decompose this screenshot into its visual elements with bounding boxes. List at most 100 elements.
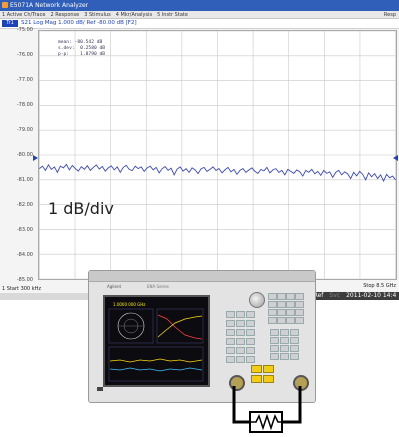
instrument-key[interactable] [270, 353, 279, 360]
instrument-key[interactable] [246, 329, 255, 336]
instrument-key[interactable] [280, 345, 289, 352]
instrument-key[interactable] [236, 338, 245, 345]
instrument-key[interactable] [268, 293, 277, 300]
instrument-key[interactable] [268, 317, 277, 324]
instrument-key[interactable] [280, 337, 289, 344]
menu-item-stimulus[interactable]: 3 Stimulus [84, 12, 111, 18]
y-tick-label: -80.00 [16, 152, 33, 158]
instrument-key[interactable] [246, 347, 255, 354]
menu-item-instr-state[interactable]: 5 Instr State [157, 12, 188, 18]
instrument-key[interactable] [270, 345, 279, 352]
instrument-key[interactable] [295, 293, 304, 300]
instrument-key[interactable] [268, 301, 277, 308]
y-tick-label: -81.00 [16, 177, 33, 183]
y-tick-label: -84.00 [16, 252, 33, 258]
trace-line-s21 [39, 163, 396, 183]
instrument-top-panel [89, 271, 315, 282]
instrument-display: 1.0000 000 GHz [103, 295, 210, 387]
instrument-key[interactable] [277, 293, 286, 300]
y-tick-label: -79.00 [16, 127, 33, 133]
instrument-key[interactable] [280, 353, 289, 360]
instrument-key[interactable] [286, 309, 295, 316]
menu-item-mkr-analysis[interactable]: 4 Mkr/Analysis [115, 12, 153, 18]
cable-port-2 [282, 386, 302, 424]
instrument-display-graphics [108, 308, 204, 382]
reference-level-marker [33, 155, 38, 161]
instrument-key[interactable] [236, 311, 245, 318]
cable-port-1 [232, 386, 250, 424]
trace-tag[interactable]: Tr1 [2, 20, 18, 27]
reference-level-marker-right [393, 155, 398, 161]
rotary-knob[interactable] [249, 292, 265, 308]
menu-item-resp[interactable]: Resp [383, 12, 396, 18]
instrument-brand: Agilent [107, 284, 122, 289]
instrument-key[interactable] [277, 301, 286, 308]
window-title: E5071A Network Analyzer [10, 2, 89, 9]
instrument-key[interactable] [280, 329, 289, 336]
instrument-key[interactable] [286, 293, 295, 300]
instrument-key[interactable] [236, 329, 245, 336]
y-axis-labels: -75.00 -76.00 -77.00 -78.00 -79.00 -80.00 -81.… [0, 27, 36, 283]
window-title-bar: E5071A Network Analyzer [0, 0, 399, 11]
stat-sdev: s.dev: 0.2580 dB [58, 46, 106, 51]
instrument-key[interactable] [290, 353, 299, 360]
instrument-key[interactable] [226, 347, 235, 354]
instrument-key[interactable] [290, 337, 299, 344]
marker-statistics: mean: -80.542 dB s.dev: 0.2580 dB p-p: 1… [58, 40, 105, 58]
y-tick-label: -85.00 [16, 277, 33, 283]
instrument-key[interactable] [226, 329, 235, 336]
y-tick-label: -78.00 [16, 102, 33, 108]
app-icon [2, 2, 8, 8]
power-button[interactable] [97, 387, 103, 391]
instrument-key[interactable] [246, 338, 255, 345]
instrument-model: ENA Series [147, 284, 169, 289]
scale-annotation: 1 dB/div [48, 199, 114, 218]
instrument-key[interactable] [290, 345, 299, 352]
instrument-key[interactable] [246, 320, 255, 327]
trace-header: Tr1 S21 Log Mag 1.000 dB/ Ref -80.00 dB … [0, 19, 399, 29]
instrument-key[interactable] [277, 309, 286, 316]
menu-bar: 1 Active Ch/Trace 2 Response 3 Stimulus … [0, 11, 399, 19]
yellow-key-2[interactable] [263, 365, 274, 373]
trace-description: S21 Log Mag 1.000 dB/ Ref -80.00 dB [F2] [21, 20, 137, 26]
menu-item-active-ch-trace[interactable]: 1 Active Ch/Trace [2, 12, 46, 18]
instrument-key[interactable] [246, 356, 255, 363]
instrument-key[interactable] [295, 317, 304, 324]
instrument-key[interactable] [236, 356, 245, 363]
instrument-key[interactable] [270, 337, 279, 344]
y-tick-label: -76.00 [16, 52, 33, 58]
menu-item-response[interactable]: 2 Response [50, 12, 80, 18]
instrument-key[interactable] [270, 329, 279, 336]
network-analyzer-instrument: Agilent ENA Series 1.0000 000 GHz [88, 270, 316, 403]
instrument-key[interactable] [236, 320, 245, 327]
y-tick-label: -82.00 [16, 202, 33, 208]
y-tick-label: -77.00 [16, 77, 33, 83]
yellow-key-3[interactable] [251, 375, 262, 383]
status-stop: Stop 8.5 GHz [363, 283, 396, 289]
instrument-key[interactable] [236, 347, 245, 354]
trace-plot [38, 30, 397, 280]
status-start: 1 Start 300 kHz [2, 286, 41, 292]
stat-mean: mean: -80.542 dB [58, 40, 103, 45]
stat-pp: p-p: 1.8790 dB [58, 52, 106, 57]
instrument-display-readout: 1.0000 000 GHz [113, 302, 146, 307]
instrument-key[interactable] [268, 309, 277, 316]
instrument-key[interactable] [295, 301, 304, 308]
instrument-key[interactable] [290, 329, 299, 336]
instrument-key[interactable] [286, 301, 295, 308]
instrument-key[interactable] [295, 309, 304, 316]
instrument-key[interactable] [226, 311, 235, 318]
instrument-key[interactable] [286, 317, 295, 324]
instrument-key[interactable] [246, 311, 255, 318]
analyzer-screenshot: E5071A Network Analyzer 1 Active Ch/Trac… [0, 0, 399, 300]
yellow-key-4[interactable] [263, 375, 274, 383]
instrument-key[interactable] [226, 338, 235, 345]
instrument-keypad [224, 289, 304, 389]
instrument-key[interactable] [226, 356, 235, 363]
yellow-key-1[interactable] [251, 365, 262, 373]
svc-indicator: Svc [329, 292, 341, 299]
instrument-key[interactable] [226, 320, 235, 327]
datetime: 2011-02-10 14:4 [346, 292, 397, 299]
instrument-key[interactable] [277, 317, 286, 324]
